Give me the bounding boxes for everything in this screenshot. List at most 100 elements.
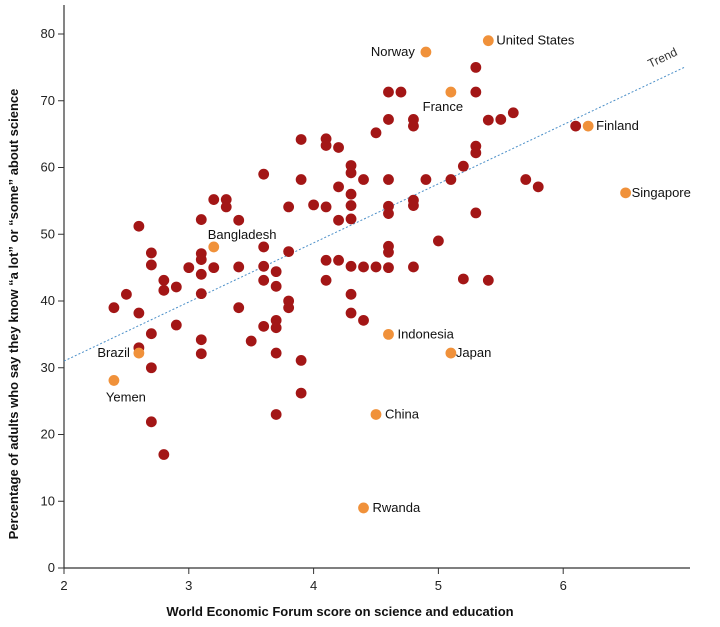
- x-tick-label: 4: [310, 578, 317, 593]
- data-point: [258, 260, 270, 272]
- point-label: United States: [496, 33, 575, 48]
- data-point: [270, 266, 282, 278]
- highlighted-point: [358, 502, 369, 514]
- data-point: [208, 194, 220, 205]
- data-point: [295, 134, 307, 145]
- data-point: [345, 307, 357, 319]
- data-point: [258, 241, 270, 253]
- point-label: Rwanda: [373, 500, 421, 515]
- highlighted-point: [620, 187, 631, 199]
- data-point: [457, 273, 469, 285]
- data-point: [470, 207, 482, 219]
- data-point: [195, 348, 207, 360]
- data-point: [408, 261, 419, 273]
- data-point: [333, 181, 344, 193]
- point-label: Yemen: [106, 389, 146, 404]
- data-point: [420, 174, 432, 185]
- data-point: [283, 246, 295, 258]
- trend-line: [63, 66, 685, 362]
- data-point: [233, 214, 245, 226]
- highlighted-point: [482, 35, 494, 47]
- data-point: [183, 262, 195, 274]
- x-tick-label: 2: [60, 578, 67, 593]
- data-point: [270, 347, 282, 359]
- highlighted-point: [108, 375, 120, 386]
- data-point: [308, 199, 319, 211]
- data-point: [121, 288, 132, 300]
- data-point: [145, 247, 157, 259]
- data-point: [233, 261, 245, 273]
- data-point: [408, 200, 419, 211]
- data-point: [333, 254, 344, 266]
- y-axis-title: Percentage of adults who say they know “…: [6, 89, 21, 540]
- data-point: [470, 86, 482, 98]
- data-point: [507, 107, 519, 119]
- highlighted-point: [582, 120, 594, 132]
- data-point: [245, 335, 257, 347]
- data-point: [320, 201, 332, 213]
- data-point: [383, 246, 394, 258]
- y-tick-label: 40: [41, 293, 55, 308]
- data-point: [158, 274, 170, 286]
- y-tick-label: 20: [41, 427, 55, 442]
- data-point: [333, 142, 344, 153]
- data-point: [145, 259, 157, 271]
- highlighted-point: [208, 241, 220, 253]
- data-point: [158, 284, 170, 296]
- data-point: [283, 201, 295, 213]
- trend-label: Trend: [646, 45, 680, 71]
- data-point: [195, 268, 207, 280]
- point-label: Indonesia: [397, 326, 454, 341]
- data-point: [495, 114, 507, 125]
- data-point: [145, 328, 157, 340]
- data-point: [345, 288, 357, 300]
- point-label: Bangladesh: [208, 227, 277, 242]
- point-label: Finland: [596, 118, 639, 133]
- data-point: [383, 262, 394, 274]
- data-point: [133, 307, 145, 319]
- y-tick-label: 50: [41, 226, 55, 241]
- point-label: Brazil: [97, 345, 130, 360]
- data-point: [395, 86, 407, 98]
- data-point: [383, 174, 394, 185]
- data-point: [258, 168, 270, 180]
- data-point: [383, 208, 394, 219]
- data-point: [358, 261, 369, 273]
- data-point: [270, 409, 282, 420]
- data-point: [470, 61, 482, 73]
- highlighted-point: [420, 46, 432, 58]
- y-tick-label: 60: [41, 160, 55, 175]
- data-point: [258, 320, 270, 332]
- y-axis-ticks: 0 10 20 30 40 50 60 70 80: [41, 26, 64, 575]
- data-point: [345, 188, 357, 200]
- data-point: [258, 274, 270, 286]
- data-points: [108, 61, 582, 460]
- data-point: [233, 302, 245, 314]
- point-label: China: [385, 406, 420, 421]
- data-point: [482, 274, 494, 286]
- data-point: [220, 201, 232, 213]
- y-tick-label: 0: [48, 560, 55, 575]
- data-point: [133, 220, 145, 232]
- highlighted-point: [370, 409, 382, 420]
- data-point: [345, 213, 357, 225]
- data-point: [457, 160, 469, 172]
- highlighted-point: [383, 328, 394, 340]
- data-point: [283, 302, 295, 314]
- y-tick-label: 80: [41, 26, 55, 41]
- data-point: [170, 281, 182, 293]
- y-tick-label: 10: [41, 493, 55, 508]
- data-point: [195, 334, 207, 346]
- point-label: Norway: [371, 44, 416, 59]
- data-point: [482, 114, 494, 126]
- point-label: Singapore: [632, 185, 691, 200]
- data-point: [345, 200, 357, 211]
- data-point: [408, 120, 419, 132]
- highlighted-point: [133, 347, 145, 359]
- data-point: [158, 449, 170, 460]
- highlighted-point: [445, 347, 457, 359]
- highlighted-labels: United States Norway France Finland Singapor…: [97, 33, 691, 515]
- data-point: [195, 288, 207, 300]
- y-tick-label: 30: [41, 360, 55, 375]
